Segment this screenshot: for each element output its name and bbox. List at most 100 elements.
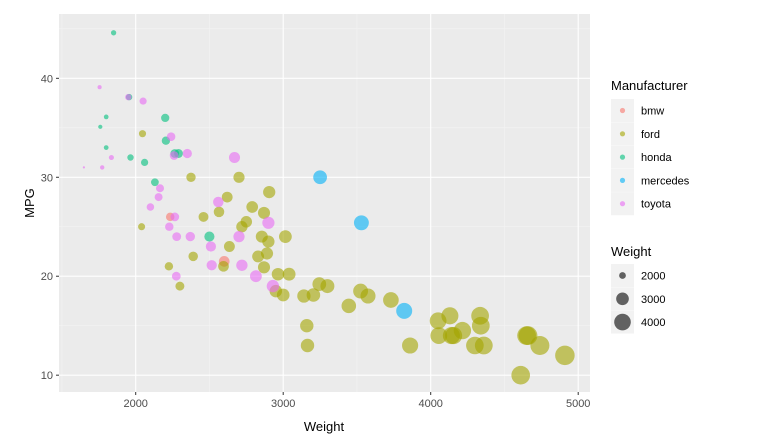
legend-key-honda	[619, 154, 626, 160]
data-point-toyota	[139, 97, 147, 105]
data-point-ford	[306, 288, 321, 302]
data-point-toyota	[125, 93, 132, 101]
data-point-toyota	[236, 259, 248, 271]
data-point-ford	[282, 267, 296, 281]
data-point-ford	[138, 223, 146, 231]
data-point-ford	[175, 281, 185, 291]
legend-label-bmw: bmw	[641, 106, 664, 118]
color-legend-title: Manufacturer	[611, 78, 688, 93]
data-point-ford	[246, 201, 259, 213]
data-point-toyota	[169, 151, 179, 160]
legend-key-toyota	[619, 201, 626, 207]
data-point-toyota	[172, 232, 182, 242]
data-point-toyota	[170, 212, 180, 222]
data-point-toyota	[205, 241, 216, 252]
data-point-toyota	[166, 132, 176, 141]
legend-label-mercedes: mercedes	[641, 175, 690, 187]
x-tick-label: 3000	[271, 398, 295, 410]
data-point-ford	[257, 206, 271, 219]
data-point-ford	[511, 365, 531, 385]
y-axis-title: MPG	[22, 188, 37, 218]
data-point-ford	[213, 206, 225, 218]
data-point-honda	[110, 30, 117, 36]
data-point-ford	[257, 261, 271, 274]
data-point-honda	[161, 113, 170, 123]
x-tick-label: 4000	[418, 398, 442, 410]
data-point-ford	[300, 319, 314, 333]
data-point-toyota	[146, 203, 155, 211]
data-point-toyota	[182, 148, 192, 159]
data-point-toyota	[250, 270, 262, 283]
data-point-toyota	[266, 279, 280, 293]
plot-panel	[59, 14, 590, 392]
data-point-ford	[279, 230, 292, 243]
size-label-2000: 2000	[641, 271, 665, 283]
data-point-ford	[240, 216, 253, 228]
size-legend: Weight 2000 3000 4000	[611, 244, 665, 334]
size-label-4000: 4000	[641, 317, 665, 329]
data-point-ford	[218, 260, 229, 272]
data-point-ford	[223, 241, 235, 252]
data-point-honda	[127, 154, 134, 161]
y-tick-label: 20	[41, 271, 53, 283]
data-point-honda	[140, 158, 149, 167]
data-point-ford	[555, 345, 575, 366]
data-point-ford	[430, 327, 448, 344]
data-point-ford	[530, 335, 550, 356]
size-key-3000	[616, 292, 629, 306]
data-point-honda	[151, 178, 159, 187]
color-legend: Manufacturer bmw ford honda mercedes toyota	[611, 78, 690, 216]
data-point-mercedes	[313, 170, 327, 185]
data-point-ford	[360, 288, 376, 304]
data-point-toyota	[185, 231, 195, 242]
legend-key-bmw	[619, 107, 626, 114]
data-point-mercedes	[396, 302, 413, 319]
data-points	[82, 30, 575, 385]
data-point-ford	[186, 172, 196, 183]
data-point-ford	[471, 316, 490, 335]
data-point-ford	[263, 185, 276, 199]
legend-label-ford: ford	[641, 129, 660, 141]
data-point-toyota	[213, 196, 224, 208]
data-point-honda	[103, 145, 109, 150]
data-point-ford	[188, 251, 198, 262]
data-point-toyota	[171, 271, 181, 281]
y-tick-label: 30	[41, 172, 53, 184]
data-point-ford	[320, 279, 335, 294]
legend-key-ford	[619, 131, 626, 137]
data-point-honda	[204, 231, 215, 242]
grid-lines	[59, 14, 590, 392]
data-point-toyota	[100, 165, 105, 170]
x-tick-label: 2000	[123, 398, 147, 410]
data-point-honda	[98, 124, 103, 129]
x-axis-title: Weight	[304, 419, 345, 434]
data-point-mercedes	[353, 215, 369, 231]
x-tick-label: 5000	[566, 398, 590, 410]
data-point-toyota	[154, 193, 163, 202]
data-point-honda	[103, 114, 109, 120]
data-point-toyota	[82, 166, 85, 169]
size-label-3000: 3000	[641, 294, 665, 306]
data-point-toyota	[155, 184, 165, 193]
data-point-toyota	[262, 216, 275, 229]
data-point-toyota	[228, 151, 241, 164]
data-point-ford	[441, 307, 459, 325]
y-tick-label: 40	[41, 73, 53, 85]
data-point-ford	[341, 298, 357, 314]
data-point-ford	[260, 247, 274, 260]
data-point-ford	[138, 130, 147, 138]
legend-label-honda: honda	[641, 152, 672, 164]
size-legend-keys: 2000 3000 4000	[611, 264, 665, 334]
data-point-ford	[276, 288, 290, 302]
size-key-4000	[614, 313, 631, 331]
data-point-ford	[262, 235, 275, 248]
data-point-toyota	[206, 260, 217, 271]
data-point-ford	[198, 211, 209, 222]
data-point-ford	[383, 292, 399, 308]
legend-key-mercedes	[619, 177, 626, 183]
size-key-2000	[619, 272, 626, 279]
data-point-ford	[233, 171, 245, 183]
data-point-toyota	[165, 222, 174, 231]
data-point-toyota	[97, 85, 102, 90]
